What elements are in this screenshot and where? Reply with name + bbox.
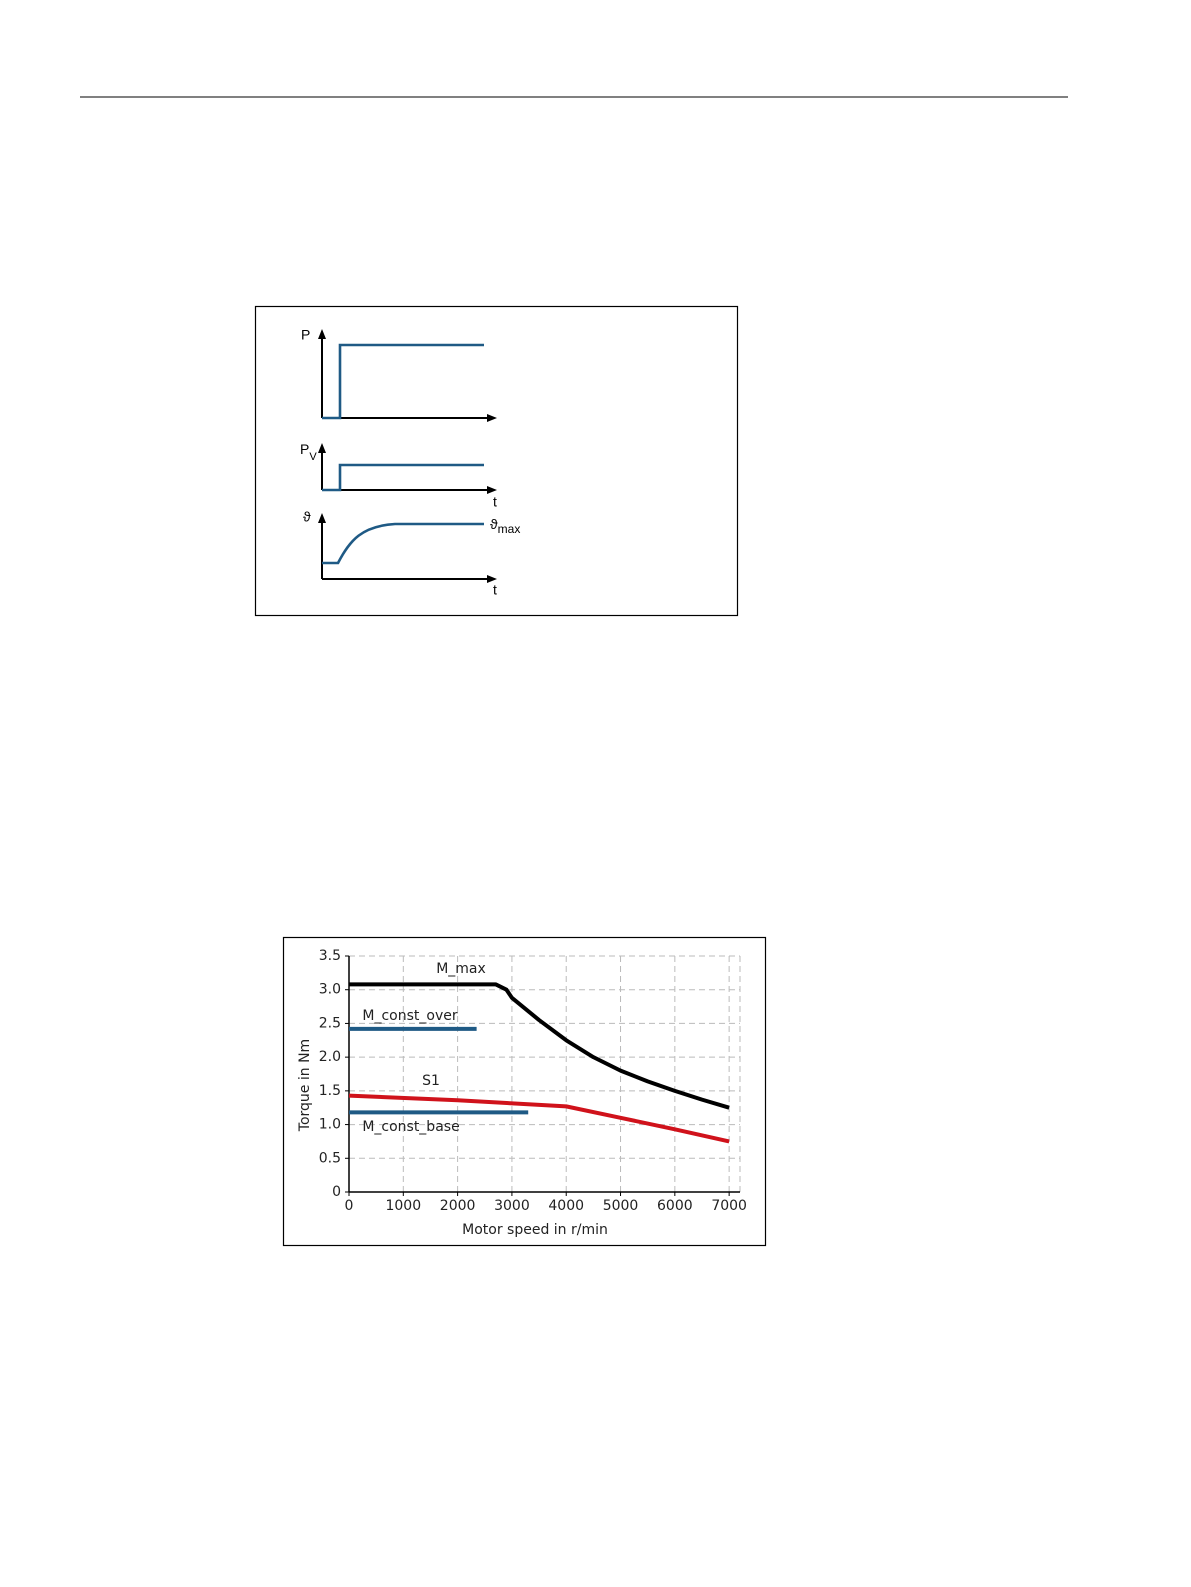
loss-label-sub: V [309,451,317,463]
x-tick-label: 5000 [603,1198,639,1214]
temp-label: ϑ [303,509,311,525]
x-tick-label: 3000 [494,1198,530,1214]
y-tick-label: 2.0 [319,1049,341,1065]
y-tick-label: 0 [332,1184,341,1200]
torque-chart: Motor speed in r/min Torque in Nm 0 0.5 1.… [282,936,767,1247]
x-tick-label: 4000 [548,1198,584,1214]
series-label: M_max [436,961,486,977]
x-tick-label: 1000 [385,1198,421,1214]
series-line [348,1093,730,1144]
series-label: S1 [422,1073,440,1089]
series-line [349,982,730,1110]
y-tick-label: 0.5 [319,1150,341,1166]
x-tick-label: 0 [345,1198,354,1214]
loss-label: PV [300,441,317,463]
y-tick-label: 2.5 [319,1015,341,1031]
y-tick-label: 3.0 [319,982,341,998]
chart-frame [282,936,767,1247]
y-axis-title: Torque in Nm [297,1039,313,1132]
power-label: P [301,327,310,343]
diagram-arrows [318,329,497,583]
series-label: M_const_base [362,1119,459,1135]
diagram-signals [322,343,484,565]
x-tick-label: 2000 [440,1198,476,1214]
x-axis-title: Motor speed in r/min [462,1222,608,1238]
loss-label-main: P [300,441,309,457]
y-tick-label: 1.0 [319,1117,341,1133]
x-tick-label: 6000 [657,1198,693,1214]
time-label: t [493,582,497,598]
y-tick-label: 3.5 [319,948,341,964]
x-tick-label: 7000 [711,1198,747,1214]
time-label: t [493,494,497,510]
diagram-frame [254,305,739,617]
y-tick-label: 1.5 [319,1083,341,1099]
temp-max-sub: max [498,522,521,536]
diagram-axes [321,336,490,580]
diagram: P PV t ϑ ϑmax t [254,305,739,617]
temp-max-main: ϑ [490,516,498,532]
temp-max-label: ϑmax [490,516,520,536]
series-label: M_const_over [362,1008,457,1024]
